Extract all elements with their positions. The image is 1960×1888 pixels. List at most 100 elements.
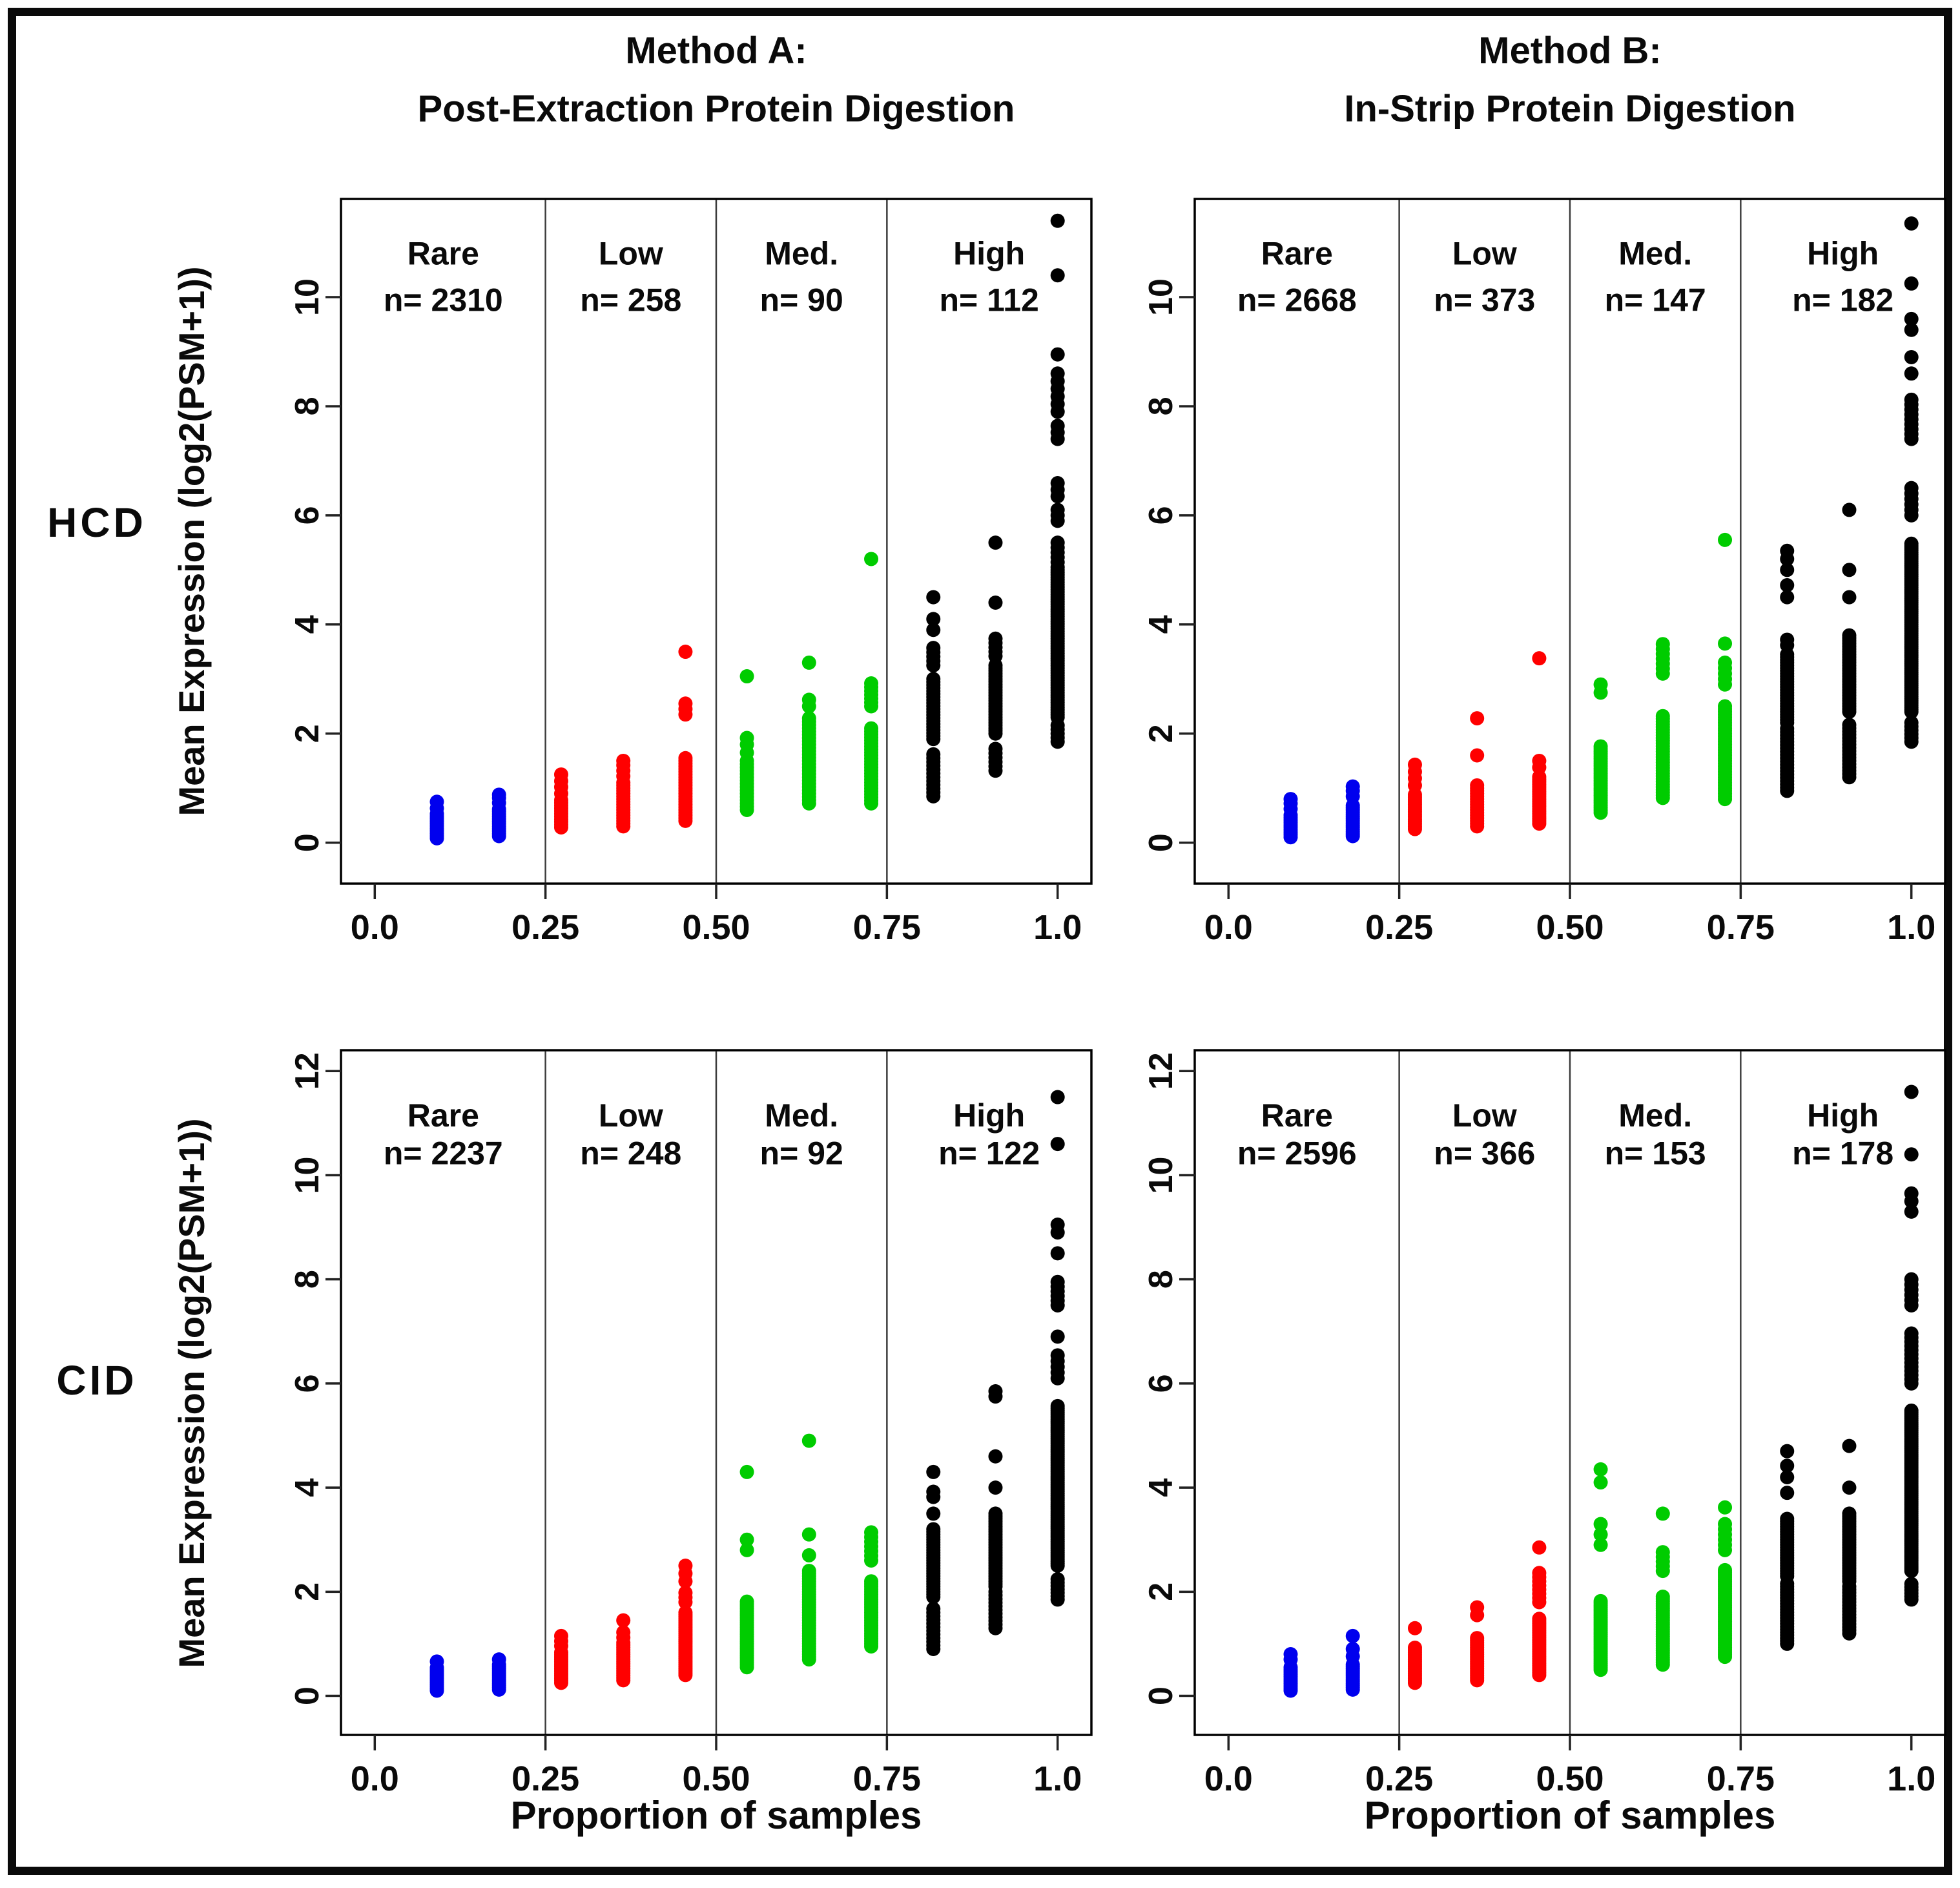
svg-text:10: 10 <box>1142 1157 1180 1194</box>
data-points <box>429 1090 1065 1698</box>
column-title-method-a: Method A: Post-Extraction Protein Digest… <box>341 22 1091 138</box>
svg-text:0.50: 0.50 <box>682 1759 750 1798</box>
section-dividers <box>1398 1051 1742 1734</box>
svg-text:n= 153: n= 153 <box>1605 1136 1706 1172</box>
y-axis-ticks: 0 2 4 6 8 10 <box>289 278 341 852</box>
svg-text:n= 112: n= 112 <box>940 282 1039 318</box>
svg-text:0.25: 0.25 <box>1365 908 1433 947</box>
section-labels: Rare n= 2668 Low n= 373 Med. n= 147 High n= 182 <box>1237 235 1893 318</box>
svg-text:High: High <box>1807 1097 1879 1134</box>
method-a-title-line2: Post-Extraction Protein Digestion <box>417 88 1015 130</box>
svg-text:0: 0 <box>1142 833 1180 852</box>
svg-text:6: 6 <box>1142 1374 1180 1393</box>
y-axis-ticks: 0 2 4 6 8 10 <box>1142 278 1195 852</box>
svg-text:1.0: 1.0 <box>1887 1759 1935 1798</box>
svg-text:8: 8 <box>289 1270 326 1289</box>
svg-text:0.50: 0.50 <box>1536 1759 1604 1798</box>
svg-text:6: 6 <box>289 506 326 524</box>
scatter-panel-hcd-method-a: 0.0 0.25 0.50 0.75 1.0 0 2 4 6 8 10 Rare n= 2310 Low n… <box>289 198 1093 947</box>
svg-text:Med.: Med. <box>765 1097 838 1134</box>
y-axis-ticks: 0 2 4 6 8 10 12 <box>289 1052 341 1705</box>
svg-text:n= 92: n= 92 <box>760 1136 843 1172</box>
svg-text:10: 10 <box>1142 278 1180 316</box>
svg-text:n= 178: n= 178 <box>1792 1136 1893 1172</box>
row-label-cid: CID <box>56 1357 138 1404</box>
svg-text:n= 182: n= 182 <box>1792 282 1893 318</box>
svg-text:2: 2 <box>1142 724 1180 743</box>
svg-text:0.0: 0.0 <box>351 1759 399 1798</box>
svg-text:High: High <box>953 1097 1025 1134</box>
svg-text:0: 0 <box>289 833 326 852</box>
svg-text:High: High <box>953 235 1025 271</box>
scatter-panel-hcd-method-b: 0.0 0.25 0.50 0.75 1.0 0 2 4 6 8 10 Rare n= 2668 Low n… <box>1142 198 1946 947</box>
svg-text:0.75: 0.75 <box>853 908 921 947</box>
row-label-hcd: HCD <box>47 499 147 546</box>
data-points <box>1283 1084 1919 1698</box>
svg-text:8: 8 <box>1142 1270 1180 1289</box>
x-axis-ticks: 0.0 0.25 0.50 0.75 1.0 <box>351 884 1082 947</box>
svg-text:Med.: Med. <box>1618 235 1692 271</box>
svg-text:n= 90: n= 90 <box>760 282 843 318</box>
svg-text:0.50: 0.50 <box>682 908 750 947</box>
x-axis-ticks: 0.0 0.25 0.50 0.75 1.0 <box>1204 1735 1935 1798</box>
method-b-title-line2: In-Strip Protein Digestion <box>1344 88 1796 130</box>
svg-text:0.25: 0.25 <box>1365 1759 1433 1798</box>
svg-text:n= 2596: n= 2596 <box>1237 1136 1357 1172</box>
x-axis-ticks: 0.0 0.25 0.50 0.75 1.0 <box>1204 884 1935 947</box>
svg-text:4: 4 <box>1142 1478 1180 1497</box>
svg-text:4: 4 <box>289 615 326 634</box>
svg-text:1.0: 1.0 <box>1887 908 1935 947</box>
svg-text:2: 2 <box>289 1582 326 1601</box>
svg-text:8: 8 <box>289 397 326 415</box>
svg-text:Low: Low <box>1452 235 1517 271</box>
method-b-title-line1: Method B: <box>1478 30 1662 72</box>
svg-text:0.25: 0.25 <box>511 1759 579 1798</box>
svg-text:0.0: 0.0 <box>1204 908 1253 947</box>
section-dividers <box>544 1051 888 1734</box>
x-axis-title-method-a: Proportion of samples <box>510 1794 922 1837</box>
method-a-title-line1: Method A: <box>625 30 807 72</box>
section-dividers <box>1398 200 1742 883</box>
svg-text:Rare: Rare <box>1261 1097 1333 1134</box>
svg-text:Rare: Rare <box>1261 235 1333 271</box>
svg-text:4: 4 <box>1142 615 1180 634</box>
svg-text:2: 2 <box>289 724 326 743</box>
section-dividers <box>544 200 888 883</box>
svg-text:8: 8 <box>1142 397 1180 415</box>
svg-text:Med.: Med. <box>765 235 838 271</box>
svg-text:6: 6 <box>1142 506 1180 524</box>
svg-text:Rare: Rare <box>407 235 479 271</box>
y-axis-title-cid: Mean Expression (log2(PSM+1)) <box>171 1118 212 1668</box>
data-points <box>429 213 1065 845</box>
svg-text:n= 373: n= 373 <box>1434 282 1535 318</box>
svg-text:0.0: 0.0 <box>351 908 399 947</box>
svg-text:0.75: 0.75 <box>853 1759 921 1798</box>
svg-text:Low: Low <box>599 1097 663 1134</box>
svg-text:Low: Low <box>1452 1097 1517 1134</box>
svg-text:0.0: 0.0 <box>1204 1759 1253 1798</box>
svg-text:0.75: 0.75 <box>1707 908 1775 947</box>
svg-text:n= 2310: n= 2310 <box>384 282 503 318</box>
data-points <box>1283 216 1919 845</box>
x-axis-title-method-b: Proportion of samples <box>1364 1794 1776 1837</box>
svg-text:4: 4 <box>289 1478 326 1497</box>
svg-text:n= 248: n= 248 <box>580 1136 681 1172</box>
svg-text:0: 0 <box>1142 1686 1180 1705</box>
svg-text:Rare: Rare <box>407 1097 479 1134</box>
column-title-method-b: Method B: In-Strip Protein Digestion <box>1195 22 1945 138</box>
svg-text:10: 10 <box>289 278 326 316</box>
svg-text:12: 12 <box>1142 1052 1180 1090</box>
svg-text:10: 10 <box>289 1157 326 1194</box>
svg-text:0.75: 0.75 <box>1707 1759 1775 1798</box>
svg-text:Low: Low <box>599 235 663 271</box>
svg-text:High: High <box>1807 235 1879 271</box>
y-axis-ticks: 0 2 4 6 8 10 12 <box>1142 1052 1195 1705</box>
svg-text:12: 12 <box>289 1052 326 1090</box>
svg-text:1.0: 1.0 <box>1033 908 1082 947</box>
svg-text:1.0: 1.0 <box>1033 1759 1082 1798</box>
